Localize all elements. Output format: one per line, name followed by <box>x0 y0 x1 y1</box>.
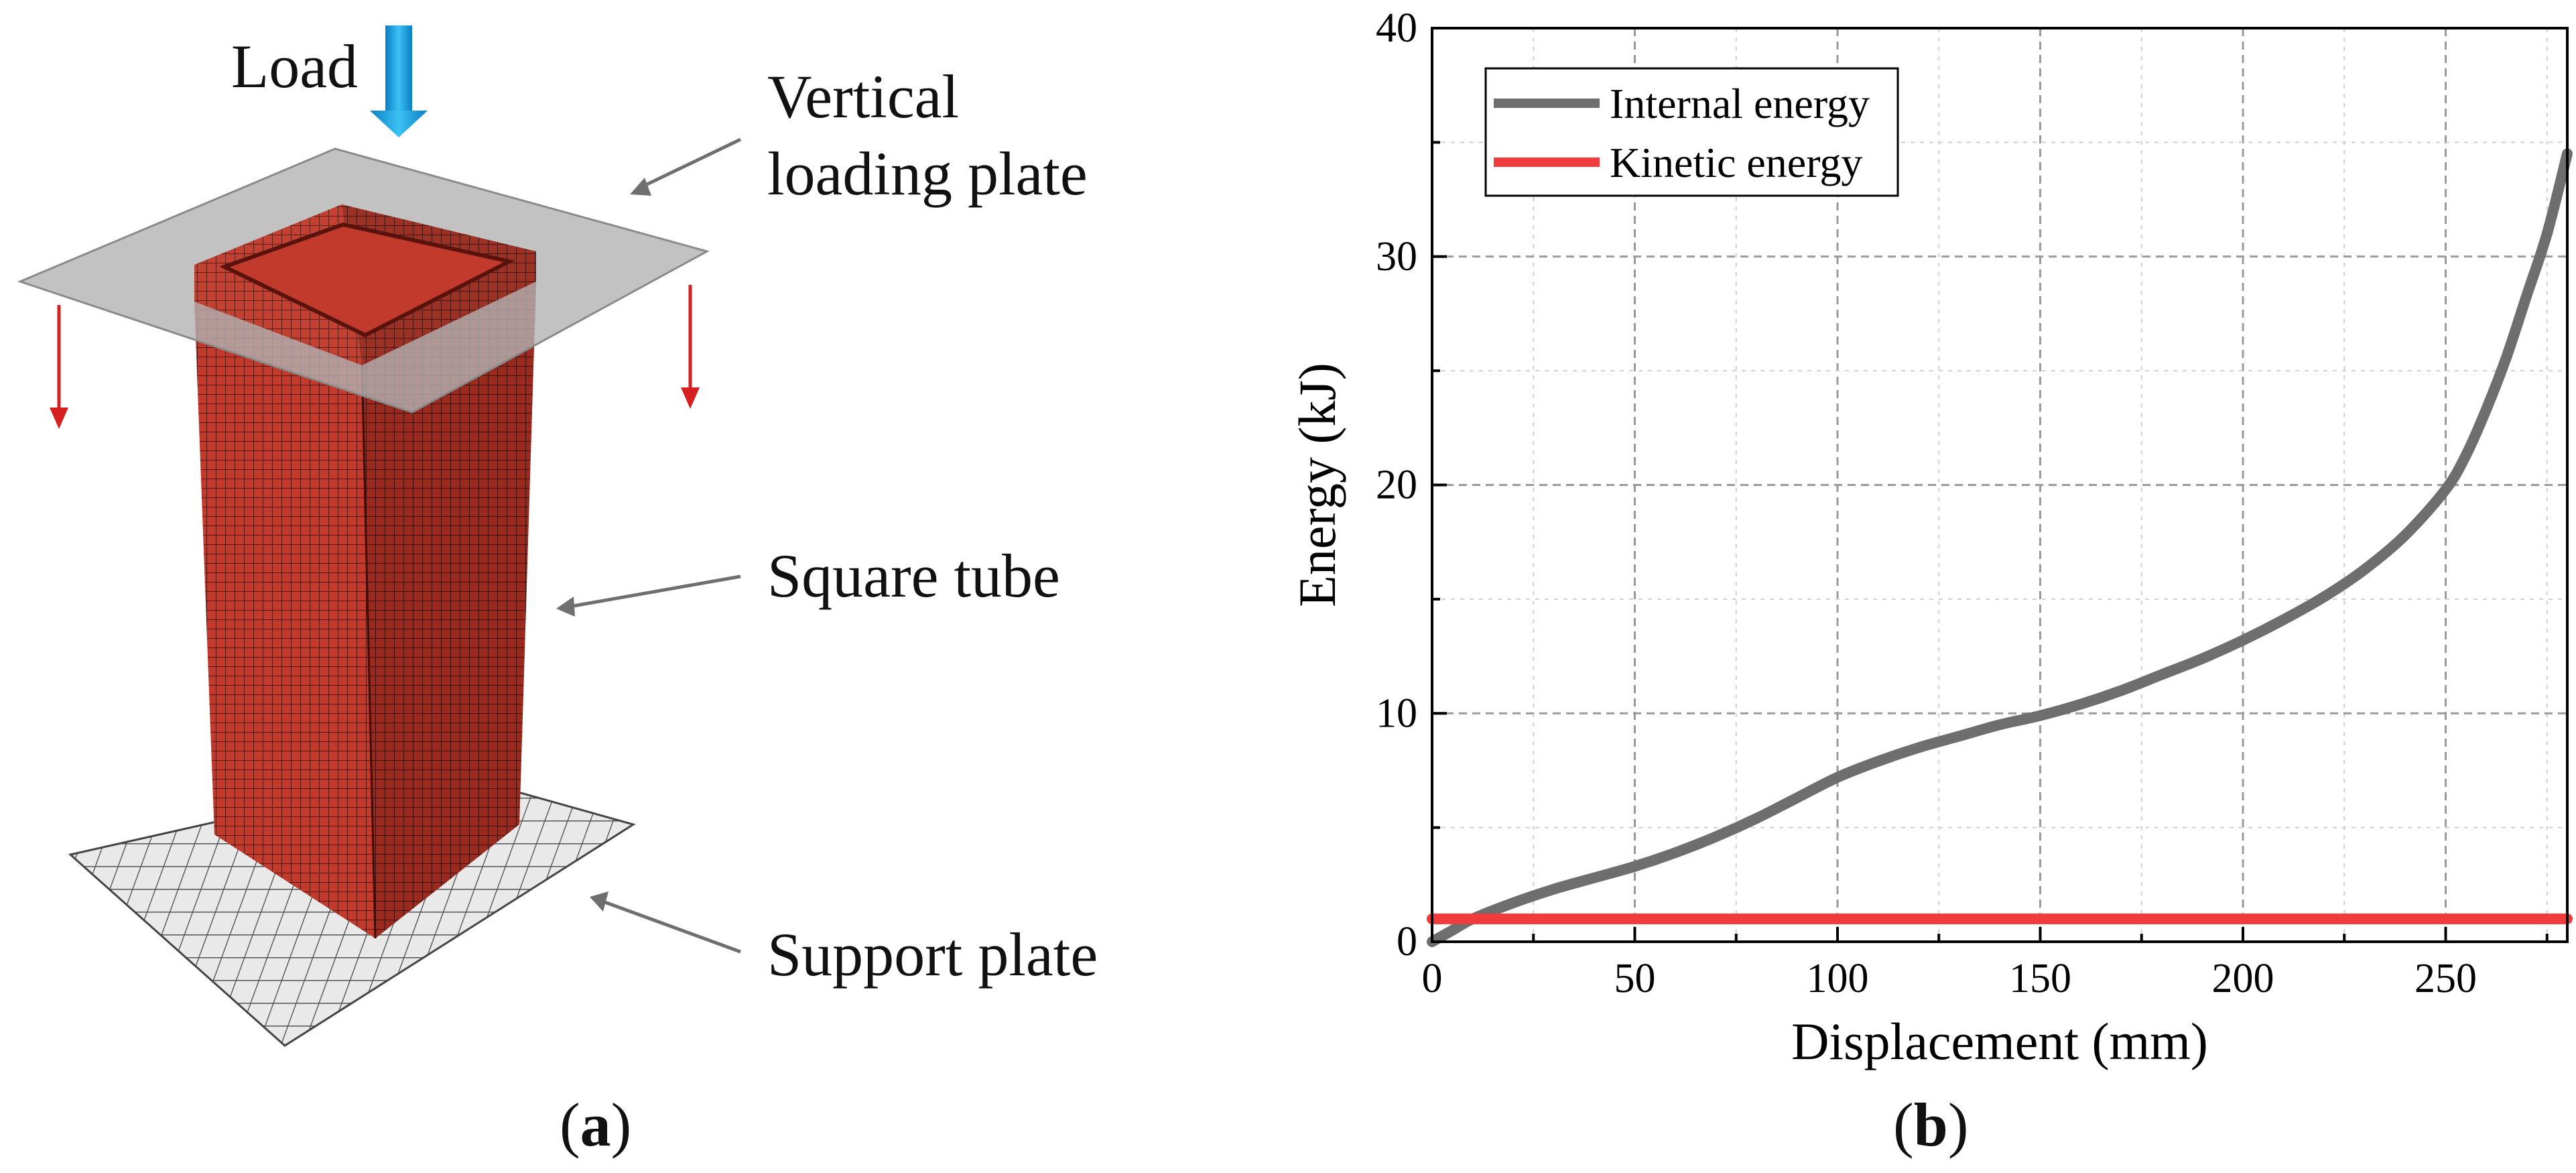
plot-frame <box>1431 27 2569 943</box>
panel-b-chart: 0 50 100 150 200 250 0 10 20 30 40 Internal energy… <box>1260 0 2576 1170</box>
y-tick-label: 10 <box>1376 690 1417 736</box>
vertical-plate-label-line2: loading plate <box>767 139 1088 208</box>
support-plate-label: Support plate <box>767 920 1098 989</box>
square-tube-right-face <box>362 282 536 938</box>
load-label: Load <box>231 32 359 101</box>
pointer-support-plate <box>590 891 741 954</box>
y-tick-label: 20 <box>1376 462 1417 508</box>
pointer-square-tube <box>556 574 741 617</box>
legend-label: Kinetic energy <box>1610 139 1862 186</box>
energy-chart: 0 50 100 150 200 250 0 10 20 30 40 Internal energy… <box>1288 5 2573 1070</box>
x-axis-label: Displacement (mm) <box>1791 1012 2208 1070</box>
y-axis-label: Energy (kJ) <box>1288 363 1346 607</box>
plate-motion-arrow-right <box>681 285 700 409</box>
panel-a-model: Load Vertical loading plate Square tube … <box>0 0 1260 1170</box>
x-tick-label: 200 <box>2212 956 2274 1001</box>
y-tick-label: 0 <box>1397 919 1417 965</box>
fe-model-illustration <box>17 25 742 1047</box>
legend-label: Internal energy <box>1610 80 1870 127</box>
series-line-internal-energy <box>1427 148 2573 947</box>
x-tick-label: 100 <box>1807 956 1869 1001</box>
x-tick-label: 150 <box>2009 956 2071 1001</box>
load-arrow-icon <box>370 25 428 137</box>
x-tick-label: 0 <box>1422 956 1443 1001</box>
y-tick-label: 40 <box>1376 5 1417 51</box>
pointer-vertical-plate <box>630 137 742 196</box>
y-tick-label: 30 <box>1376 234 1417 280</box>
x-tick-label: 250 <box>2414 956 2477 1001</box>
square-tube-opening <box>219 222 515 338</box>
legend-box <box>1484 67 1899 197</box>
x-tick-label: 50 <box>1614 956 1656 1001</box>
caption-b: (b) <box>1893 1091 1969 1159</box>
square-tube-left-face <box>194 302 375 938</box>
plate-motion-arrow-left <box>50 305 68 429</box>
vertical-plate-label-line1: Vertical <box>767 62 960 131</box>
square-tube-label: Square tube <box>767 542 1060 610</box>
caption-a: (a) <box>560 1091 632 1159</box>
